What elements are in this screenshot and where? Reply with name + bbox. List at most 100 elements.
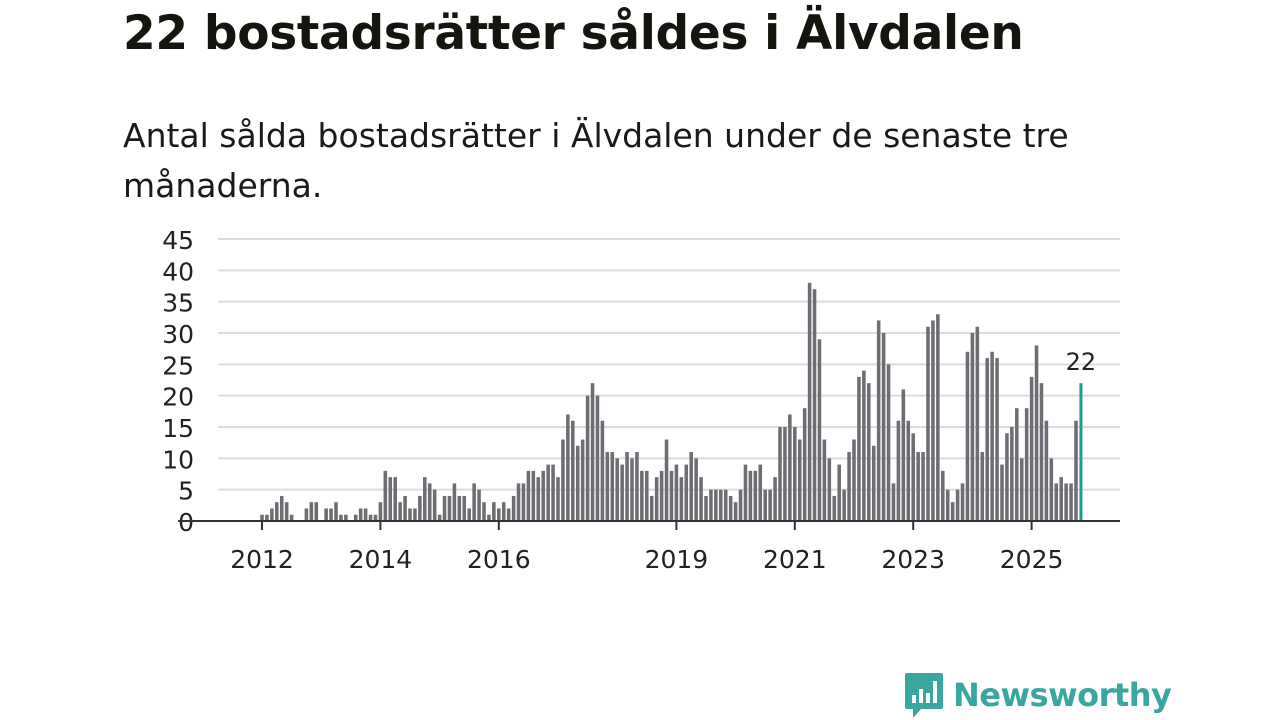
bar — [906, 420, 911, 521]
y-tick-label: 15 — [162, 414, 194, 443]
bar — [921, 452, 925, 521]
newsworthy-chart-bubble-icon — [905, 673, 943, 718]
bar — [580, 439, 585, 521]
highlight-value-label: 22 — [1066, 348, 1097, 376]
y-tick-label: 25 — [162, 351, 194, 380]
bar — [388, 477, 393, 521]
bar — [1059, 477, 1063, 521]
bar — [585, 395, 590, 521]
bar — [778, 427, 782, 521]
bar — [916, 452, 920, 521]
bar — [723, 489, 728, 521]
bar — [600, 420, 605, 521]
bar — [807, 282, 812, 521]
bar — [876, 320, 881, 521]
bar — [1044, 420, 1049, 521]
bar — [403, 495, 407, 521]
bar — [669, 470, 674, 521]
x-tick-label: 2025 — [1000, 545, 1064, 574]
bar — [270, 508, 274, 521]
bar — [536, 477, 541, 521]
bar — [990, 351, 994, 521]
y-tick-label: 35 — [162, 289, 194, 318]
x-tick-label: 2016 — [467, 545, 531, 574]
bar — [719, 489, 723, 521]
chart-title: 22 bostadsrätter såldes i Älvdalen — [123, 6, 1024, 61]
bar — [265, 514, 269, 521]
bar — [1010, 427, 1014, 521]
bar — [891, 483, 896, 521]
bar — [714, 489, 718, 521]
bar — [531, 470, 536, 521]
bar — [1015, 408, 1019, 521]
bar — [275, 502, 279, 521]
bar — [1074, 420, 1078, 521]
x-tick-label: 2012 — [230, 545, 294, 574]
bar — [344, 514, 348, 521]
bar — [437, 514, 442, 521]
bar — [664, 439, 669, 521]
bar — [526, 470, 531, 521]
bar — [941, 470, 945, 521]
bar — [743, 464, 748, 521]
bar — [516, 483, 521, 521]
bar — [472, 483, 476, 521]
bar — [571, 420, 575, 521]
bar — [763, 489, 767, 521]
bar — [733, 502, 738, 521]
bar — [566, 414, 570, 521]
bar — [970, 333, 975, 521]
bar — [699, 477, 703, 521]
bar — [630, 458, 634, 521]
bar — [492, 502, 496, 521]
bar — [862, 370, 866, 521]
bar — [467, 508, 471, 521]
y-tick-label: 20 — [162, 383, 194, 412]
bar — [926, 326, 930, 521]
bar — [329, 508, 333, 521]
bar — [1069, 483, 1073, 521]
chart-subtitle: Antal sålda bostadsrätter i Älvdalen und… — [123, 116, 1069, 205]
bar — [640, 470, 644, 521]
bar — [822, 439, 827, 521]
y-tick-label: 30 — [162, 320, 194, 349]
bar — [1049, 458, 1054, 521]
bar — [881, 333, 886, 521]
bar — [561, 439, 565, 521]
bar — [418, 495, 422, 521]
brand-name: Newsworthy — [953, 676, 1172, 714]
bar — [413, 508, 417, 521]
bar — [1024, 408, 1029, 521]
y-tick-label: 5 — [178, 477, 194, 506]
bar — [1039, 383, 1044, 521]
bar — [738, 489, 743, 521]
bar — [911, 433, 915, 521]
bar — [980, 452, 985, 521]
bar — [447, 495, 452, 521]
bar — [773, 477, 777, 521]
bar — [758, 464, 763, 521]
bar — [487, 514, 491, 521]
bar — [304, 508, 309, 521]
y-tick-label: 45 — [162, 226, 194, 255]
bar — [615, 458, 619, 521]
bar — [442, 495, 447, 521]
bar — [812, 289, 817, 521]
bar — [950, 502, 955, 521]
bar — [260, 514, 264, 521]
bar — [551, 464, 555, 521]
bar — [368, 514, 373, 521]
bar — [659, 470, 664, 521]
bar — [704, 495, 708, 521]
bar — [827, 458, 832, 521]
bar — [511, 495, 516, 521]
bar — [1029, 376, 1034, 521]
bar — [931, 320, 935, 521]
bar — [620, 464, 624, 521]
bar — [871, 445, 876, 521]
bar — [654, 477, 659, 521]
bar — [995, 358, 999, 521]
bar — [625, 452, 629, 521]
bar — [689, 452, 693, 521]
